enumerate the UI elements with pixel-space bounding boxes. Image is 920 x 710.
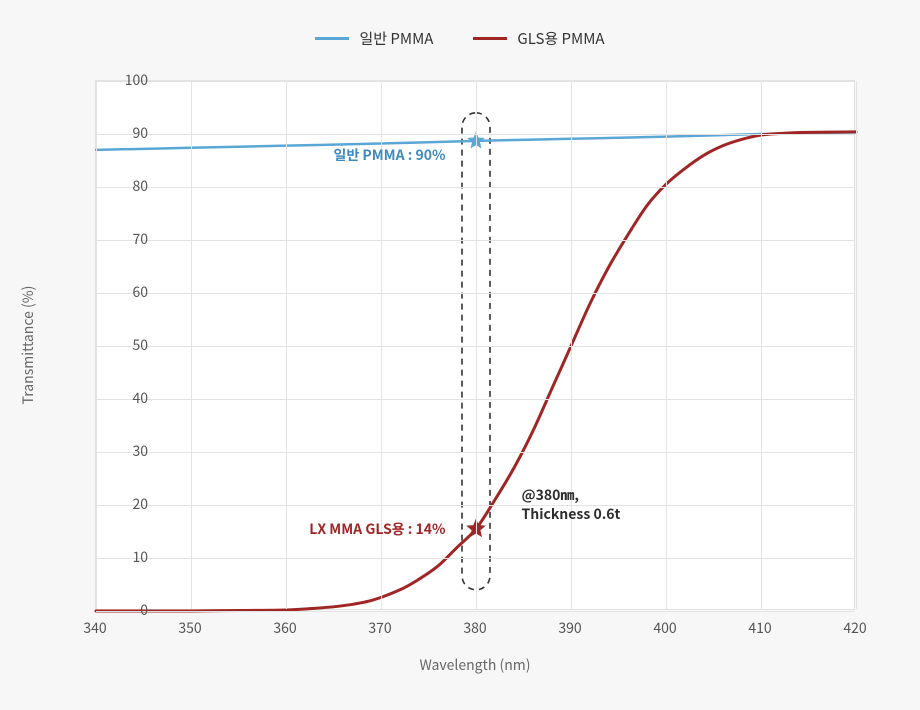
legend-swatch-icon: [315, 37, 349, 40]
legend-item-general-pmma: 일반 PMMA: [315, 28, 433, 49]
gridline-v: [191, 81, 192, 609]
y-tick-label: 70: [108, 229, 148, 249]
x-tick-label: 350: [178, 618, 201, 638]
legend-swatch-icon: [473, 37, 507, 40]
gridline-v: [761, 81, 762, 609]
gridline-h: [96, 505, 854, 506]
y-tick-label: 100: [108, 70, 148, 90]
legend: 일반 PMMA GLS용 PMMA: [0, 28, 920, 49]
gridline-h: [96, 399, 854, 400]
y-tick-label: 20: [108, 494, 148, 514]
gridline-v: [96, 81, 97, 609]
x-tick-label: 410: [748, 618, 771, 638]
gridline-h: [96, 611, 854, 612]
gridline-v: [286, 81, 287, 609]
gridline-h: [96, 187, 854, 188]
gridline-h: [96, 558, 854, 559]
x-tick-label: 380: [463, 618, 486, 638]
gridline-v: [666, 81, 667, 609]
annotation-text: LX MMA GLS용 : 14%: [309, 519, 445, 539]
chart-frame: 일반 PMMA GLS용 PMMA Transmittance (%) Wave…: [0, 0, 920, 710]
x-tick-label: 400: [653, 618, 676, 638]
x-tick-label: 370: [368, 618, 391, 638]
gridline-v: [856, 81, 857, 609]
y-tick-label: 90: [108, 123, 148, 143]
legend-item-gls-pmma: GLS용 PMMA: [473, 28, 604, 49]
gridline-v: [571, 81, 572, 609]
gridline-h: [96, 293, 854, 294]
y-tick-label: 80: [108, 176, 148, 196]
gridline-h: [96, 81, 854, 82]
x-tick-label: 340: [83, 618, 106, 638]
y-tick-label: 40: [108, 388, 148, 408]
y-tick-label: 10: [108, 547, 148, 567]
annotation-text: 일반 PMMA : 90%: [333, 145, 445, 165]
legend-label: GLS용 PMMA: [517, 28, 604, 49]
gridline-v: [476, 81, 477, 609]
x-axis-title: Wavelength (nm): [420, 655, 531, 675]
gridline-h: [96, 346, 854, 347]
legend-label: 일반 PMMA: [359, 28, 433, 49]
gridline-h: [96, 134, 854, 135]
y-tick-label: 30: [108, 441, 148, 461]
y-axis-title: Transmittance (%): [18, 286, 38, 405]
x-tick-label: 420: [843, 618, 866, 638]
annotation-text: @380㎚,Thickness 0.6t: [522, 486, 621, 524]
x-tick-label: 360: [273, 618, 296, 638]
y-tick-label: 0: [108, 600, 148, 620]
y-tick-label: 60: [108, 282, 148, 302]
gridline-h: [96, 240, 854, 241]
gridline-h: [96, 452, 854, 453]
plot-area: [95, 80, 855, 610]
y-tick-label: 50: [108, 335, 148, 355]
x-tick-label: 390: [558, 618, 581, 638]
